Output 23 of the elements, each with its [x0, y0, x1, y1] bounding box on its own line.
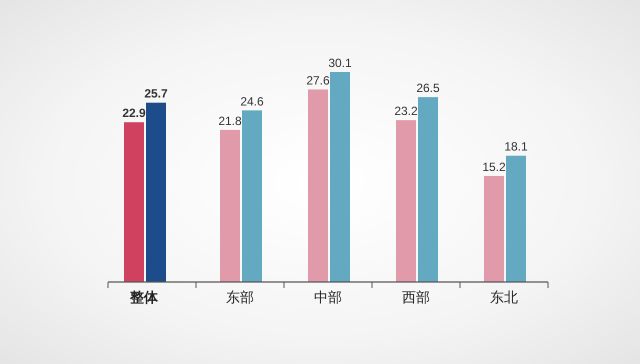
data-label: 22.9 — [122, 106, 146, 120]
bar — [484, 176, 504, 282]
bar — [506, 156, 526, 282]
x-tick-label: 整体 — [129, 290, 159, 306]
data-label: 27.6 — [306, 73, 330, 88]
data-label: 18.1 — [504, 140, 528, 154]
x-tick-label: 东北 — [490, 290, 518, 306]
data-label: 24.6 — [240, 94, 264, 108]
data-label: 30.1 — [328, 56, 352, 70]
data-label: 15.2 — [482, 160, 506, 174]
x-tick-label: 中部 — [314, 290, 342, 306]
x-tick-label: 东部 — [226, 290, 254, 306]
data-label: 21.8 — [218, 114, 242, 128]
data-label: 25.7 — [144, 86, 168, 101]
bar — [242, 110, 262, 282]
bar — [330, 72, 350, 282]
data-label: 26.5 — [416, 81, 440, 96]
bar — [308, 89, 328, 282]
bar — [418, 97, 438, 282]
bar — [396, 120, 416, 282]
x-tick-label: 西部 — [402, 290, 430, 306]
data-label: 23.2 — [394, 104, 418, 118]
bar — [220, 130, 240, 282]
